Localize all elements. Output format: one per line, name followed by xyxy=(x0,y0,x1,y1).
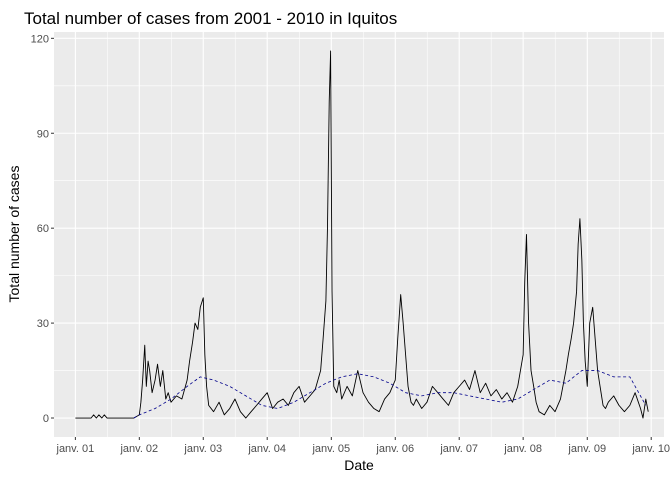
plot-panel xyxy=(54,32,664,437)
x-tick-label: janv. 04 xyxy=(247,443,286,455)
x-tick-label: janv. 05 xyxy=(311,443,350,455)
y-tick-label: 0 xyxy=(43,413,49,425)
x-tick-label: janv. 09 xyxy=(567,443,606,455)
y-axis-title: Total number of cases xyxy=(6,166,22,303)
y-tick-label: 90 xyxy=(37,128,49,140)
x-tick-label: janv. 06 xyxy=(375,443,414,455)
x-tick-label: janv. 02 xyxy=(119,443,158,455)
x-axis: janv. 01 janv. 02 janv. 03 janv. 04 janv. 05… xyxy=(56,437,670,455)
grid-major xyxy=(54,32,664,437)
x-tick-label: janv. 07 xyxy=(439,443,478,455)
x-tick-label: janv. 03 xyxy=(183,443,222,455)
x-tick-label: janv. 08 xyxy=(503,443,542,455)
series-layer xyxy=(75,50,649,419)
series-line-trend xyxy=(133,370,647,419)
x-tick-label: janv. 01 xyxy=(56,443,95,455)
y-tick-label: 30 xyxy=(37,318,49,330)
y-axis: 0 30 60 90 120 xyxy=(31,33,54,425)
chart-title: Total number of cases from 2001 - 2010 i… xyxy=(24,9,397,28)
x-axis-title: Date xyxy=(344,457,374,473)
y-tick-label: 120 xyxy=(31,33,49,45)
y-tick-label: 60 xyxy=(37,223,49,235)
x-tick-label: janv. 10 xyxy=(631,443,670,455)
series-line-cases xyxy=(75,50,649,419)
grid-minor xyxy=(54,32,664,437)
